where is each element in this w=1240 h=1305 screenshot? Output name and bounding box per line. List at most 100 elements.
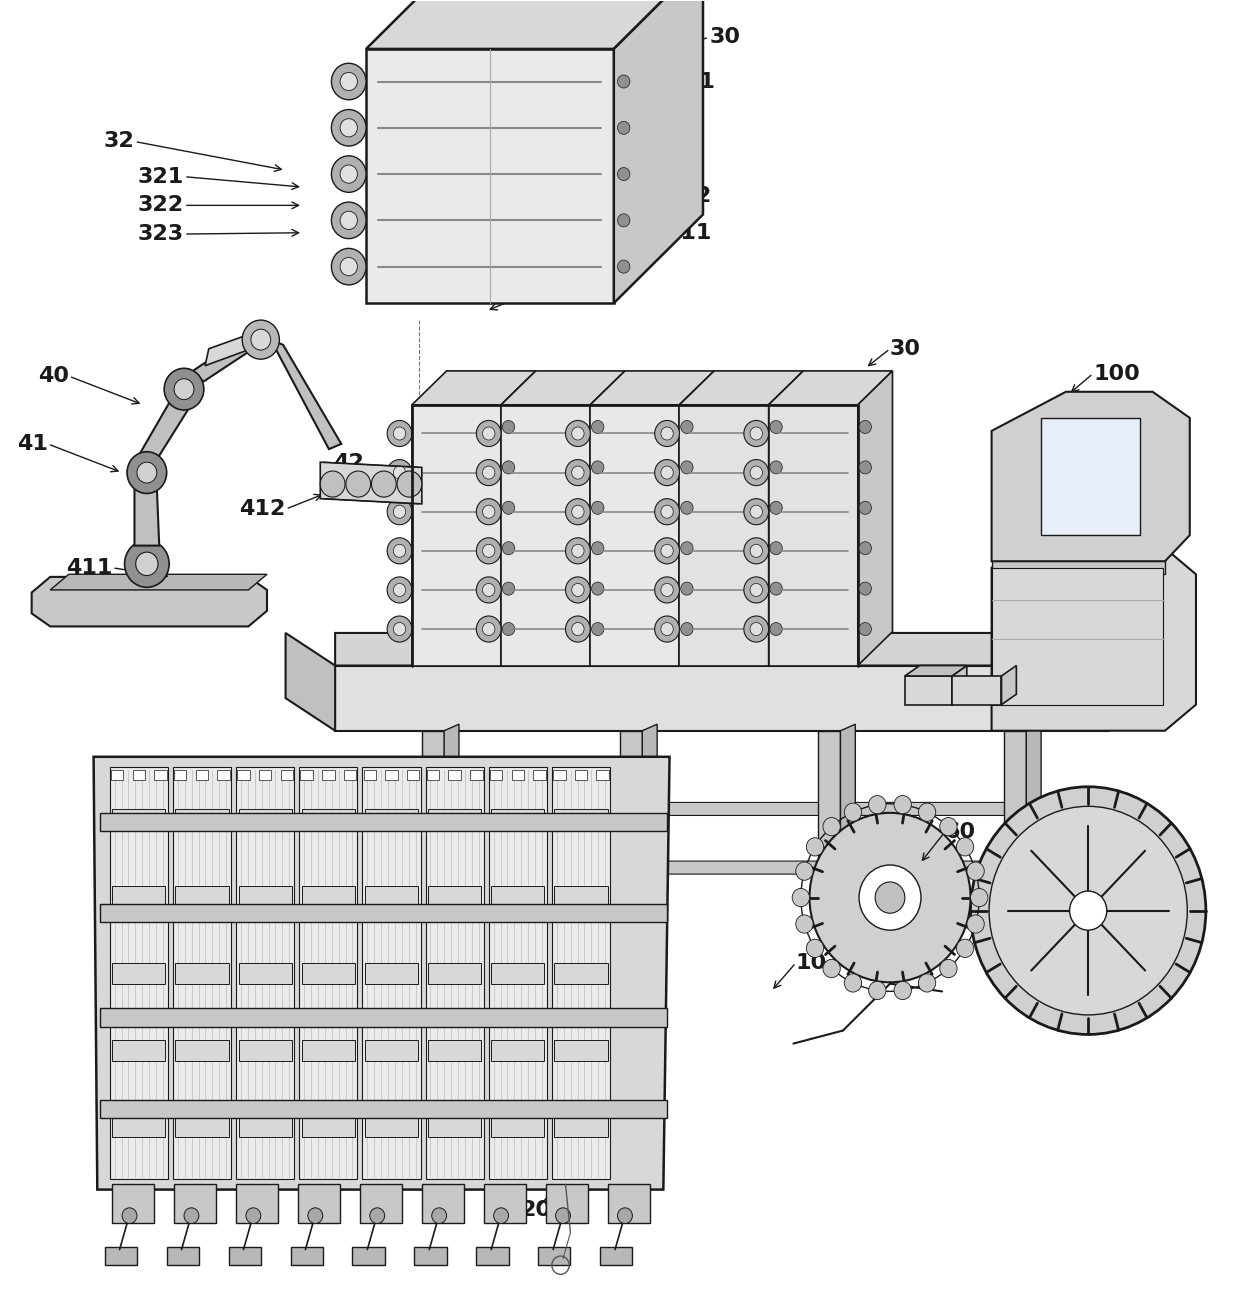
Polygon shape [285,633,335,731]
Circle shape [502,420,515,433]
Polygon shape [1042,418,1141,535]
Polygon shape [484,1185,526,1224]
Circle shape [308,1208,322,1224]
Circle shape [792,889,810,907]
Circle shape [661,622,673,636]
Circle shape [770,542,782,555]
Text: 314: 314 [537,281,583,300]
Polygon shape [112,809,165,830]
Polygon shape [298,1185,340,1224]
Polygon shape [428,809,481,830]
Polygon shape [301,963,355,984]
Circle shape [750,583,763,596]
Circle shape [476,538,501,564]
Polygon shape [322,770,335,780]
Circle shape [482,544,495,557]
Polygon shape [553,770,565,780]
Polygon shape [366,48,614,303]
Text: 322: 322 [138,196,184,215]
Circle shape [661,427,673,440]
Polygon shape [476,1248,508,1265]
Circle shape [869,981,887,1000]
Circle shape [331,202,366,239]
Circle shape [387,538,412,564]
Circle shape [618,214,630,227]
Polygon shape [166,1248,198,1265]
Circle shape [393,544,405,557]
Circle shape [744,577,769,603]
Circle shape [618,167,630,180]
Circle shape [135,552,157,576]
Circle shape [750,505,763,518]
Text: 41: 41 [17,435,48,454]
Circle shape [393,583,405,596]
Circle shape [859,501,872,514]
Circle shape [387,499,412,525]
Circle shape [482,583,495,596]
Circle shape [482,427,495,440]
Circle shape [482,622,495,636]
Polygon shape [1027,724,1042,920]
Polygon shape [133,770,145,780]
Polygon shape [174,1185,216,1224]
Polygon shape [301,1040,355,1061]
Circle shape [681,420,693,433]
Circle shape [655,538,680,564]
Polygon shape [112,1040,165,1061]
Circle shape [823,817,841,835]
Polygon shape [554,1040,608,1061]
Polygon shape [237,770,249,780]
Circle shape [340,257,357,275]
Polygon shape [352,1248,384,1265]
Circle shape [859,622,872,636]
Polygon shape [112,1185,154,1224]
Text: 323: 323 [138,224,184,244]
Polygon shape [818,731,841,927]
Polygon shape [546,1185,588,1224]
Polygon shape [501,405,590,666]
Circle shape [681,582,693,595]
Polygon shape [99,1009,667,1027]
Polygon shape [335,633,1153,666]
Circle shape [618,1208,632,1224]
Circle shape [750,544,763,557]
Polygon shape [110,770,123,780]
Polygon shape [491,963,544,984]
Polygon shape [538,1248,570,1265]
Polygon shape [196,770,208,780]
Polygon shape [427,770,439,780]
Text: 10: 10 [796,953,827,972]
Polygon shape [858,371,893,666]
Text: 30: 30 [709,27,740,47]
Circle shape [971,889,988,907]
Circle shape [770,420,782,433]
Circle shape [655,459,680,485]
Circle shape [591,582,604,595]
Circle shape [661,583,673,596]
Polygon shape [175,1117,228,1138]
Polygon shape [501,371,625,405]
Polygon shape [365,809,418,830]
Polygon shape [444,724,459,920]
Polygon shape [554,1117,608,1138]
Circle shape [967,915,985,933]
Text: 42: 42 [332,453,363,474]
Polygon shape [992,548,1166,574]
Polygon shape [554,886,608,907]
Circle shape [387,577,412,603]
Polygon shape [301,1117,355,1138]
Circle shape [346,471,371,497]
Text: 412: 412 [239,499,285,519]
Polygon shape [512,770,525,780]
Circle shape [750,466,763,479]
Circle shape [246,1208,260,1224]
Polygon shape [533,770,546,780]
Polygon shape [491,1117,544,1138]
Circle shape [387,459,412,485]
Polygon shape [320,462,422,504]
Circle shape [770,461,782,474]
Polygon shape [422,861,1042,874]
Circle shape [796,915,813,933]
Polygon shape [134,483,159,545]
Text: 60: 60 [945,822,976,843]
